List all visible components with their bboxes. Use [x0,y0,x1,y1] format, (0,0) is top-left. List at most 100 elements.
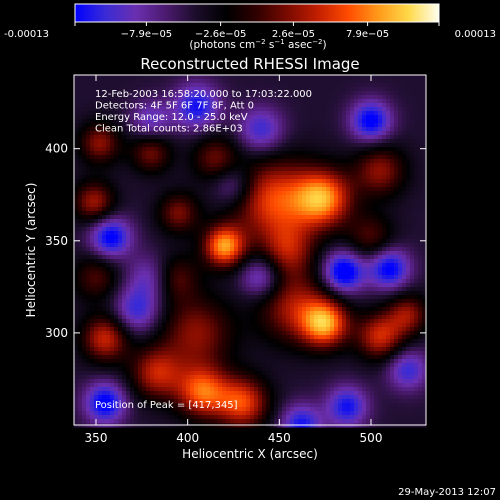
heatmap-cell [406,139,411,144]
heatmap-cell [318,227,323,232]
heatmap-cell [218,223,223,228]
heatmap-cell [242,199,247,204]
heatmap-cell [246,167,251,172]
heatmap-cell [198,207,203,212]
heatmap-cell [318,207,323,212]
heatmap-cell [174,283,179,288]
heatmap-cell [210,215,215,220]
heatmap-cell [182,203,187,208]
heatmap-cell [158,107,163,112]
heatmap-cell [386,227,391,232]
heatmap-cell [114,295,119,300]
heatmap-cell [398,251,403,256]
heatmap-cell [158,275,163,280]
heatmap-cell [394,131,399,136]
heatmap-cell [354,91,359,96]
heatmap-cell [394,247,399,252]
heatmap-cell [158,287,163,292]
heatmap-cell [250,91,255,96]
heatmap-cell [198,123,203,128]
heatmap-cell [298,151,303,156]
heatmap-cell [278,263,283,268]
heatmap-cell [286,99,291,104]
heatmap-cell [410,91,415,96]
heatmap-cell [178,291,183,296]
heatmap-cell [110,251,115,256]
heatmap-cell [354,291,359,296]
heatmap-cell [90,95,95,100]
heatmap-cell [370,159,375,164]
heatmap-cell [214,159,219,164]
heatmap-cell [122,191,127,196]
heatmap-cell [234,263,239,268]
heatmap-cell [242,215,247,220]
heatmap-cell [350,87,355,92]
heatmap-cell [150,99,155,104]
heatmap-cell [138,147,143,152]
heatmap-cell [278,199,283,204]
heatmap-cell [182,267,187,272]
heatmap-cell [290,155,295,160]
heatmap-cell [402,163,407,168]
heatmap-cell [294,119,299,124]
heatmap-cell [314,175,319,180]
heatmap-cell [118,287,123,292]
heatmap-cell [258,159,263,164]
heatmap-cell [346,215,351,220]
heatmap-cell [338,211,343,216]
heatmap-cell [114,163,119,168]
heatmap-cell [310,103,315,108]
heatmap-cell [382,91,387,96]
heatmap-cell [146,159,151,164]
heatmap-cell [162,207,167,212]
heatmap-cell [298,207,303,212]
heatmap-cell [282,147,287,152]
heatmap-cell [398,183,403,188]
heatmap-cell [326,183,331,188]
heatmap-cell [350,187,355,192]
heatmap-cell [150,111,155,116]
heatmap-cell [346,271,351,276]
heatmap-cell [382,227,387,232]
heatmap-cell [90,87,95,92]
heatmap-cell [98,295,103,300]
heatmap-cell [222,239,227,244]
heatmap-cell [86,131,91,136]
heatmap-cell [202,175,207,180]
heatmap-cell [222,171,227,176]
heatmap-cell [362,143,367,148]
heatmap-cell [330,79,335,84]
heatmap-cell [234,267,239,272]
heatmap-cell [126,287,131,292]
heatmap-cell [94,247,99,252]
heatmap-cell [330,123,335,128]
heatmap-cell [266,207,271,212]
heatmap-cell [246,179,251,184]
heatmap-cell [406,103,411,108]
heatmap-cell [138,171,143,176]
heatmap-cell [386,79,391,84]
heatmap-cell [174,135,179,140]
heatmap-cell [138,251,143,256]
heatmap-cell [142,279,147,284]
heatmap-cell [406,255,411,260]
heatmap-cell [158,239,163,244]
heatmap-cell [182,243,187,248]
heatmap-cell [386,103,391,108]
heatmap-cell [362,255,367,260]
heatmap-cell [418,263,423,268]
heatmap-cell [238,227,243,232]
heatmap-cell [90,239,95,244]
heatmap-cell [406,215,411,220]
heatmap-cell [82,247,87,252]
heatmap-cell [90,207,95,212]
heatmap-cell [242,259,247,264]
heatmap-cell [342,263,347,268]
heatmap-cell [282,151,287,156]
heatmap-cell [286,131,291,136]
heatmap-cell [198,247,203,252]
heatmap-cell [246,91,251,96]
heatmap-cell [418,215,423,220]
heatmap-cell [286,263,291,268]
heatmap-cell [146,195,151,200]
